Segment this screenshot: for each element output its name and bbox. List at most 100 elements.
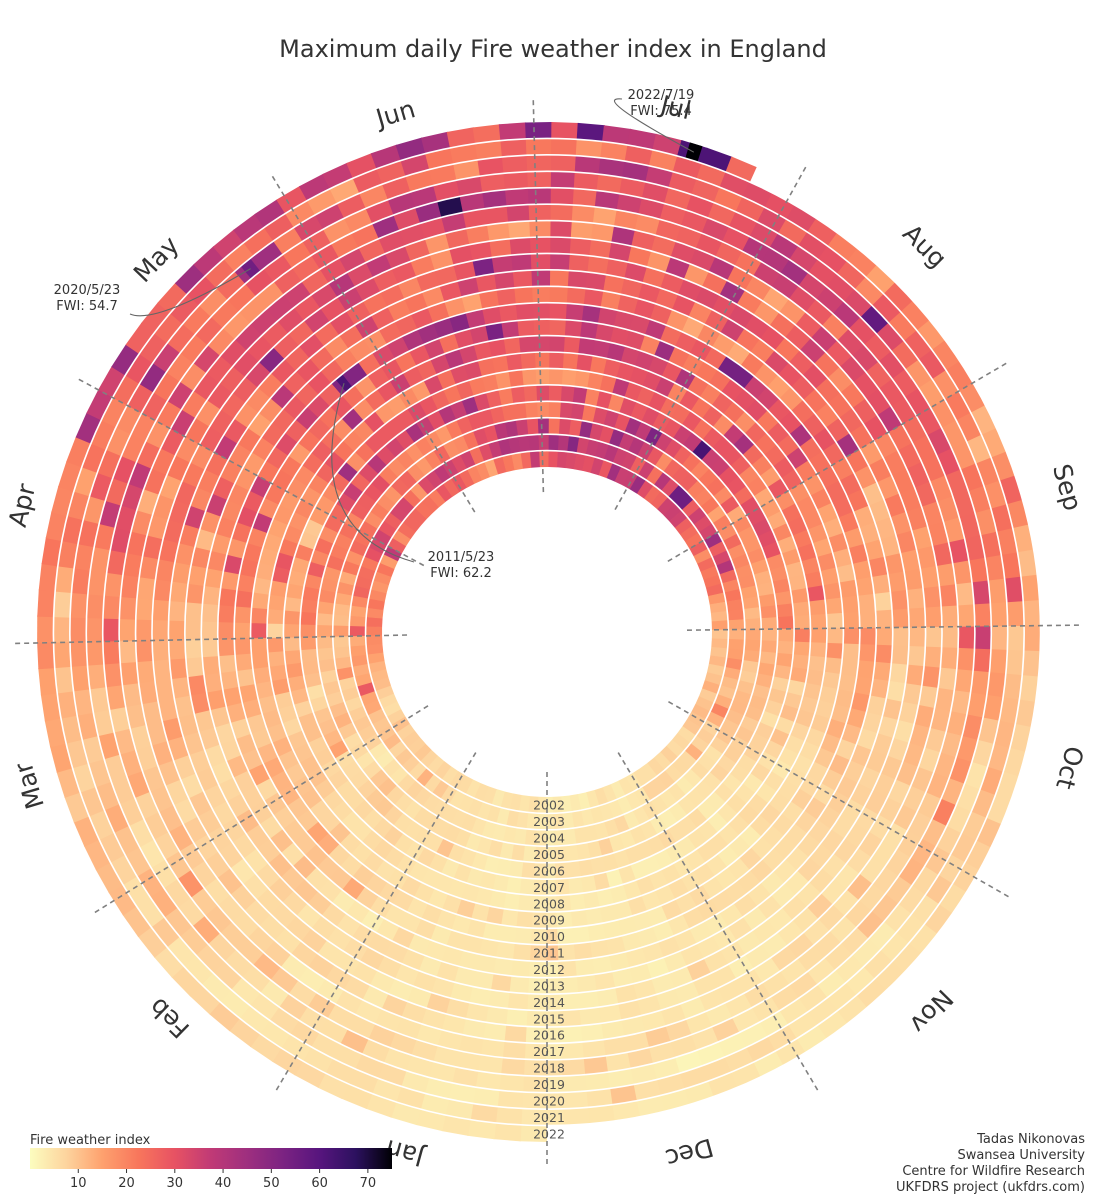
heat-cell: [267, 650, 286, 667]
heat-cell: [775, 652, 794, 668]
heat-cell: [664, 763, 683, 783]
heat-cell: [709, 763, 730, 783]
heat-cell: [88, 809, 115, 840]
heat-cell: [550, 187, 575, 205]
heat-cell: [661, 478, 680, 498]
heat-cell: [186, 583, 205, 604]
heat-cell: [252, 952, 281, 980]
heat-cell: [970, 405, 997, 436]
heat-cell: [87, 663, 107, 690]
heat-cell: [789, 722, 811, 742]
heat-cell: [168, 823, 194, 852]
heat-cell: [283, 281, 312, 308]
heat-cell: [678, 750, 698, 769]
heat-cell: [37, 589, 56, 618]
heat-cell: [1020, 574, 1040, 603]
heat-cell: [509, 793, 522, 812]
heat-cell: [475, 140, 503, 160]
heat-cell: [904, 388, 931, 417]
heat-cell: [818, 685, 838, 705]
heat-cell: [550, 171, 576, 189]
heat-cell: [788, 350, 815, 376]
heat-cell: [526, 812, 538, 830]
month-label-oct: Oct: [1050, 743, 1089, 792]
heat-cell: [575, 842, 591, 861]
heat-cell: [318, 1017, 348, 1044]
heat-cell: [566, 860, 581, 879]
heat-cell: [259, 979, 289, 1008]
heat-cell: [791, 654, 810, 670]
heat-cell: [178, 523, 201, 548]
heat-cell: [659, 203, 687, 226]
heat-cell: [581, 304, 602, 324]
highlight-cell: [335, 374, 353, 393]
heat-cell: [550, 220, 573, 238]
heat-cell: [301, 268, 330, 296]
heat-cell: [427, 888, 448, 910]
heat-cell: [743, 607, 761, 620]
heat-cell: [184, 417, 210, 445]
heat-cell: [153, 946, 185, 978]
heat-cell: [402, 489, 422, 508]
heat-cell: [151, 740, 174, 766]
heat-cell: [556, 910, 573, 929]
heat-cell: [190, 692, 211, 714]
heat-cell: [774, 337, 801, 364]
heat-cell: [532, 286, 551, 304]
heat-cell: [830, 703, 851, 725]
heat-cell: [307, 953, 335, 979]
heat-cell: [858, 644, 877, 663]
heat-cell: [442, 439, 461, 460]
heat-cell: [114, 727, 136, 755]
heat-cell: [300, 927, 328, 954]
heat-cell: [753, 570, 773, 586]
heat-cell: [826, 612, 844, 629]
heat-cell: [948, 538, 969, 565]
heat-cell: [491, 823, 507, 842]
heat-cell: [469, 241, 493, 261]
heat-cell: [217, 621, 235, 640]
heat-cell: [533, 862, 547, 880]
heat-cell: [569, 237, 592, 256]
heat-cell: [843, 627, 860, 645]
heat-cell: [870, 893, 899, 923]
heat-cell: [193, 372, 220, 401]
annotation-date: 2020/5/23: [54, 283, 121, 298]
heat-cell: [772, 578, 791, 594]
heat-cell: [415, 456, 434, 477]
heat-cell: [316, 636, 334, 649]
heat-cell: [376, 493, 397, 513]
heat-cell: [201, 972, 232, 1003]
heat-cell: [226, 537, 248, 559]
heat-cell: [704, 672, 723, 686]
heat-cell: [219, 738, 242, 762]
heat-cell: [462, 934, 483, 955]
heat-cell: [479, 289, 500, 310]
heat-cell: [603, 818, 620, 838]
heat-cell: [573, 826, 588, 845]
heat-cell: [821, 853, 847, 880]
heat-cell: [406, 985, 432, 1009]
heat-cell: [376, 724, 397, 743]
heat-cell: [809, 713, 831, 734]
heat-cell: [491, 789, 505, 808]
heat-cell: [367, 598, 385, 611]
heat-cell: [393, 832, 415, 855]
heat-cell: [793, 641, 811, 657]
heat-cell: [274, 691, 294, 710]
heat-cell: [728, 629, 745, 641]
heat-cell: [203, 877, 231, 906]
ring-2005: [316, 401, 778, 863]
heat-cell: [645, 165, 674, 188]
heat-cell: [735, 968, 763, 994]
heat-cell: [329, 310, 356, 336]
heat-cell: [338, 247, 367, 273]
heat-cell: [489, 238, 512, 258]
heat-cell: [467, 411, 484, 431]
heat-cell: [836, 995, 868, 1025]
heat-cell: [171, 965, 202, 997]
heat-cell: [849, 424, 875, 450]
heat-cell: [425, 992, 451, 1014]
heat-cell: [510, 385, 526, 404]
heat-cell: [339, 1028, 369, 1054]
